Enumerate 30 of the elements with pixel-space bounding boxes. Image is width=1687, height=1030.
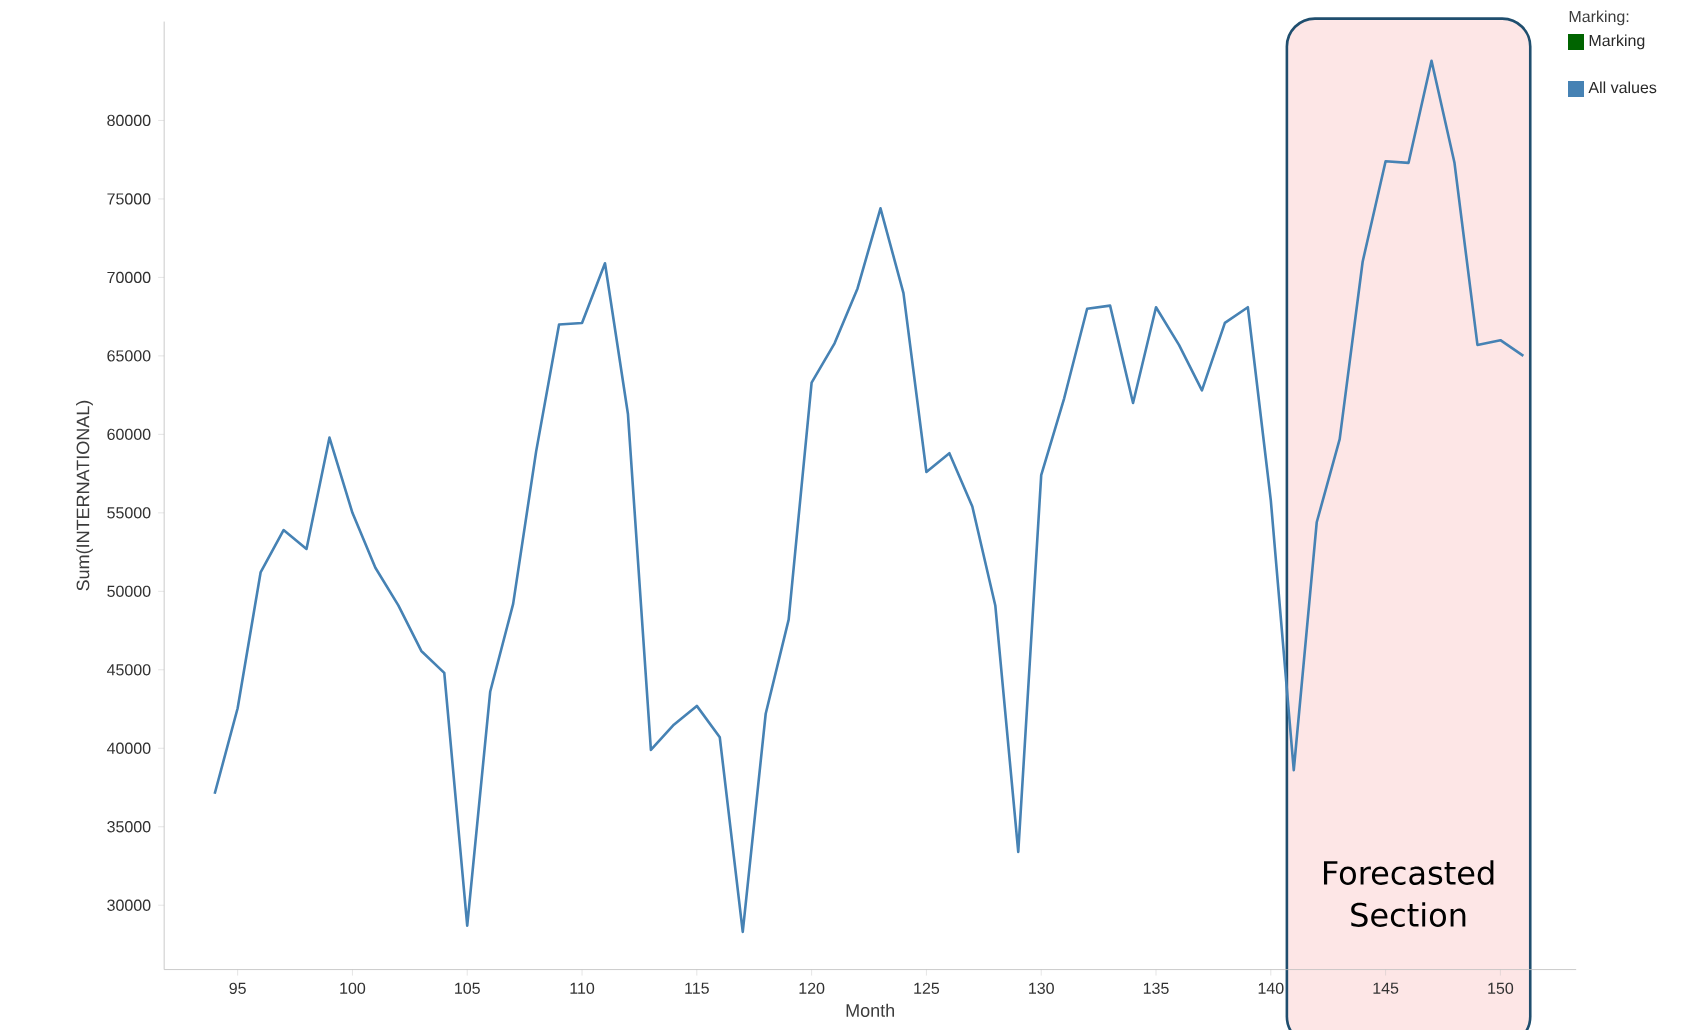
x-tick-label: 100	[340, 982, 366, 994]
x-tick-label: 125	[914, 982, 940, 994]
line-series	[213, 59, 1525, 934]
y-tick-label: 45000	[106, 664, 151, 676]
x-tick-label: 105	[455, 982, 480, 994]
x-tick-label: 95	[229, 982, 246, 994]
legend-title: Marking:	[1569, 10, 1629, 26]
x-tick-label: 130	[1029, 982, 1054, 994]
y-tick-label: 60000	[107, 428, 151, 441]
x-tick-label: 110	[570, 982, 595, 994]
x-tick-label: 115	[685, 982, 709, 994]
x-tick-label: 120	[799, 982, 825, 994]
legend-label: Marking	[1589, 34, 1645, 50]
legend-label: All values	[1588, 81, 1657, 94]
y-tick-label: 50000	[107, 585, 151, 597]
x-axis-title: Month	[846, 1003, 895, 1017]
x-tick-label: 150	[1488, 982, 1514, 994]
x-tick-label: 140	[1258, 982, 1284, 994]
y-tick-label: 35000	[107, 821, 151, 833]
y-tick-label: 70000	[107, 271, 151, 284]
y-tick-label: 80000	[107, 114, 151, 127]
band-label: Forecasted Section	[1323, 860, 1494, 927]
y-tick-label: 65000	[107, 350, 151, 362]
y-tick-label: 75000	[107, 193, 151, 205]
y-axis-title: Sum(INTERNATIONAL)	[76, 400, 93, 591]
y-tick-label: 30000	[107, 899, 151, 911]
x-tick-label: 135	[1143, 982, 1169, 994]
y-tick-label: 40000	[106, 742, 151, 754]
x-tick-label: 145	[1373, 982, 1399, 994]
y-tick-label: 55000	[107, 507, 151, 519]
